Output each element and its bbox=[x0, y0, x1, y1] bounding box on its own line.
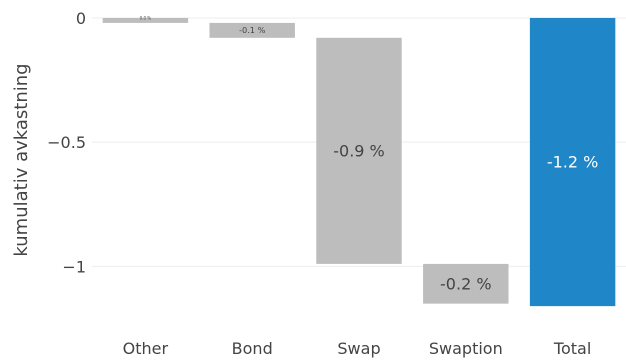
y-tick-label: −1 bbox=[62, 257, 86, 276]
y-axis-ticks: 0 −0.5 −1 bbox=[47, 9, 86, 276]
y-tick-label: 0 bbox=[76, 9, 86, 28]
bars: 0.0 % -0.1 % -0.9 % -0.2 % -1.2 % bbox=[102, 15, 616, 307]
bar-swaption bbox=[423, 263, 509, 304]
x-tick-label: Total bbox=[553, 339, 591, 358]
bar-total bbox=[529, 17, 616, 307]
x-axis-ticks: Other Bond Swap Swaption Total bbox=[123, 339, 592, 358]
bar-other bbox=[102, 17, 189, 23]
x-tick-label: Bond bbox=[232, 339, 273, 358]
bar-bond bbox=[209, 22, 295, 38]
y-axis-title: kumulativ avkastning bbox=[11, 63, 32, 256]
x-tick-label: Swap bbox=[337, 339, 380, 358]
bar-value-label: -1.2 % bbox=[547, 153, 599, 172]
x-tick-label: Other bbox=[123, 339, 169, 358]
x-tick-label: Swaption bbox=[429, 339, 503, 358]
y-tick-label: −0.5 bbox=[47, 133, 86, 152]
bar-value-label: -0.1 % bbox=[239, 25, 266, 35]
bar-value-label: -0.9 % bbox=[333, 141, 385, 160]
bar-value-label: -0.2 % bbox=[440, 274, 492, 293]
bar-swap bbox=[316, 37, 402, 264]
bar-value-label: 0.0 % bbox=[140, 15, 152, 20]
